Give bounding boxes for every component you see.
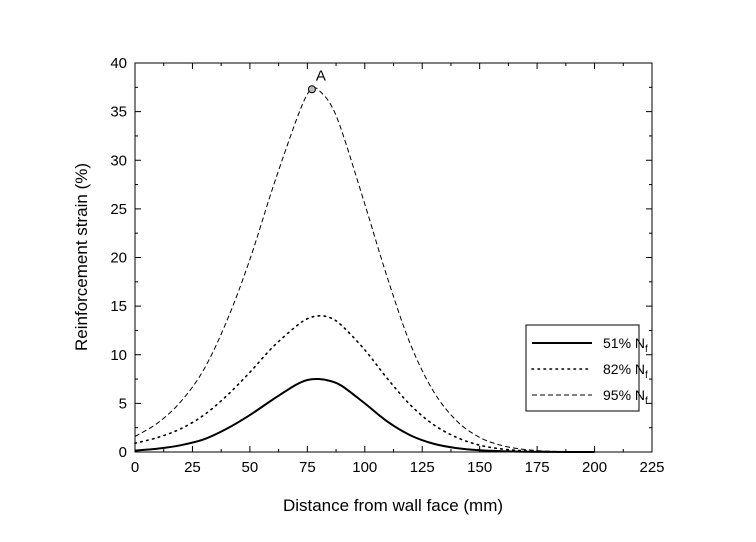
series-line-3 (134, 87, 595, 453)
x-tick-label: 25 (184, 459, 201, 476)
legend-label-1: 51% Nf (603, 335, 648, 355)
legend-label-3: 95% Nf (603, 387, 648, 407)
series-line-1 (134, 378, 595, 454)
x-tick-label: 200 (582, 459, 607, 476)
x-tick-label: 225 (639, 459, 664, 476)
legend: 51% Nf 82% Nf 95% Nf (525, 324, 648, 412)
y-tick-label: 30 (110, 152, 127, 169)
x-tick-label: 50 (242, 459, 259, 476)
y-tick-label: 25 (110, 201, 127, 218)
x-tick-label: 125 (410, 459, 435, 476)
x-tick-label: 100 (352, 459, 377, 476)
legend-subscript: f (645, 370, 648, 381)
legend-label-2: 82% Nf (603, 361, 648, 381)
y-tick-label: 5 (119, 395, 127, 412)
x-axis-label: Distance from wall face (mm) (283, 496, 503, 515)
series-line-2 (134, 315, 596, 453)
legend-box (525, 324, 640, 412)
y-tick-label: 40 (110, 55, 127, 72)
y-tick-label: 20 (110, 250, 127, 267)
x-tick-label: 0 (131, 459, 139, 476)
y-tick-label: 0 (119, 444, 127, 461)
y-tick-label: 35 (110, 104, 127, 121)
x-tick-label: 150 (467, 459, 492, 476)
legend-subscript: f (645, 396, 648, 407)
y-tick-label: 15 (110, 298, 127, 315)
x-tick-label: 175 (525, 459, 550, 476)
y-axis-label: Reinforcement strain (%) (72, 163, 91, 351)
x-tick-label: 75 (299, 459, 316, 476)
annotation-marker (307, 85, 316, 94)
annotation-label: A (316, 67, 326, 84)
legend-subscript: f (645, 344, 648, 355)
y-tick-label: 10 (110, 347, 127, 364)
